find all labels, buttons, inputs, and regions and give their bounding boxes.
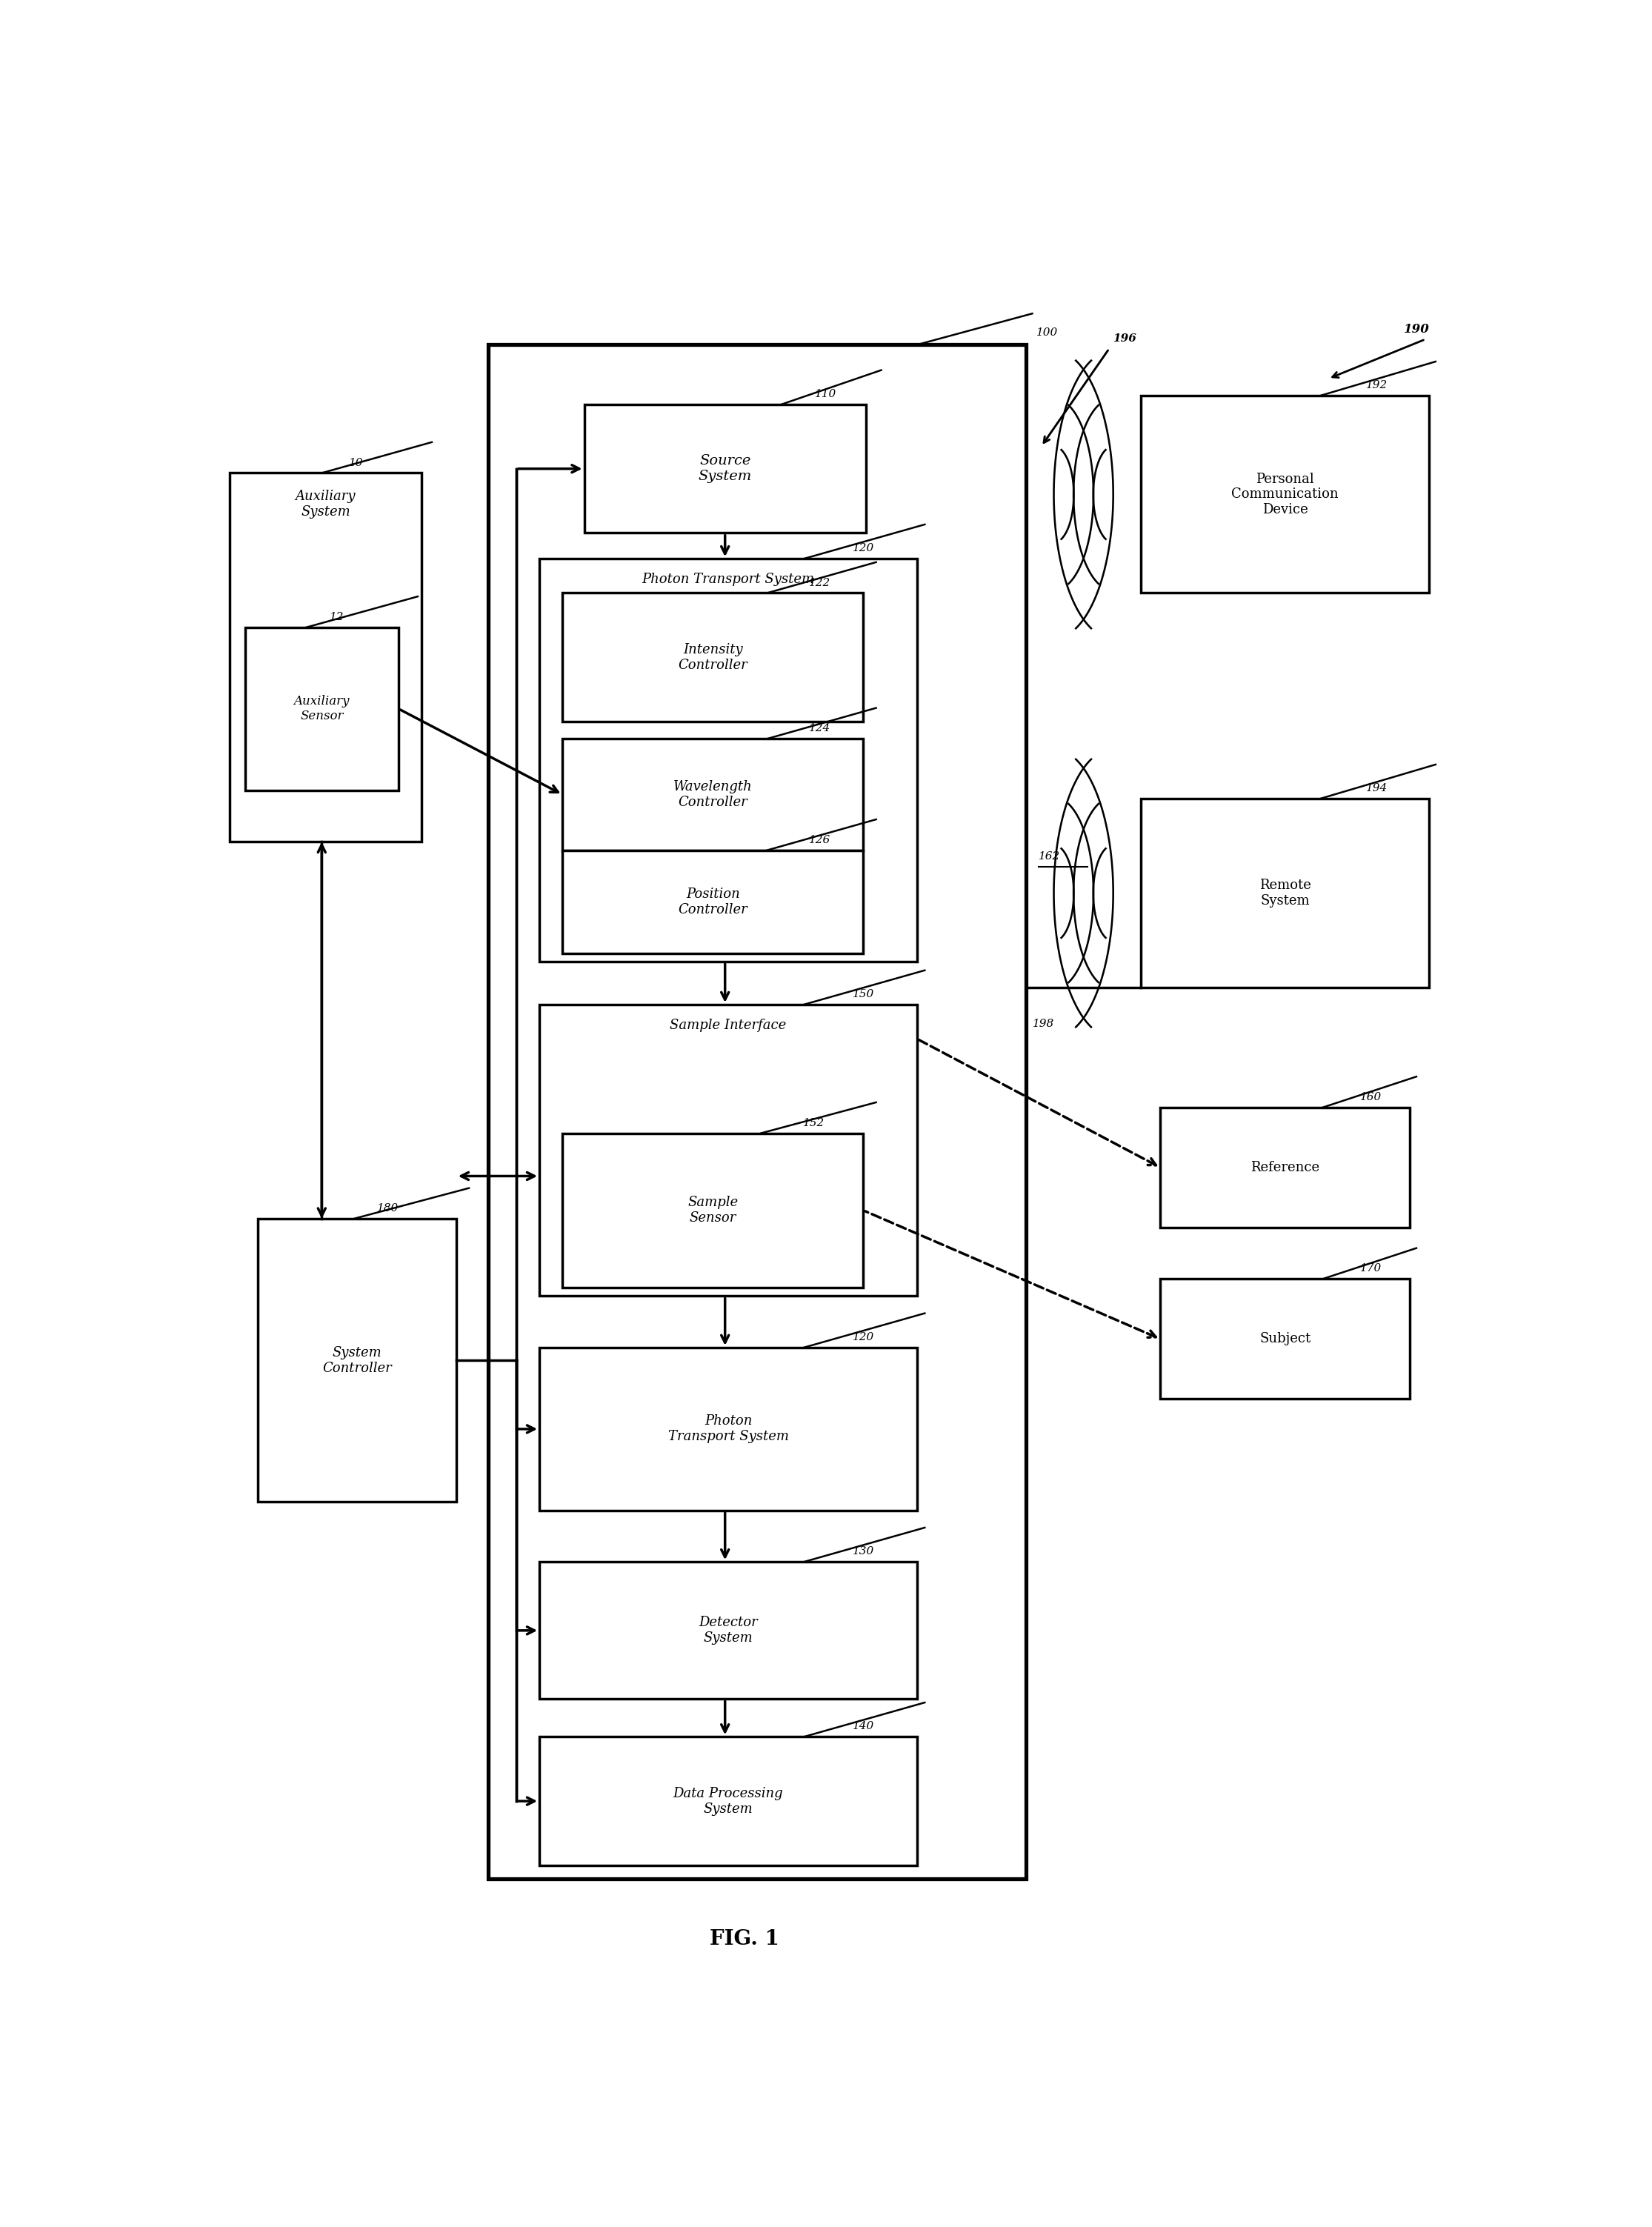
Text: 192: 192 (1366, 381, 1388, 390)
Text: 124: 124 (809, 724, 831, 733)
Text: 150: 150 (852, 989, 874, 1000)
FancyBboxPatch shape (562, 851, 864, 953)
Text: Sample
Sensor: Sample Sensor (687, 1196, 738, 1225)
Text: Remote
System: Remote System (1259, 880, 1312, 909)
Text: Auxiliary
System: Auxiliary System (296, 490, 355, 519)
Text: 140: 140 (852, 1721, 874, 1733)
Text: Subject: Subject (1259, 1332, 1310, 1345)
Text: Data Processing
System: Data Processing System (672, 1786, 783, 1815)
Text: 100: 100 (1036, 327, 1057, 339)
FancyBboxPatch shape (230, 472, 421, 842)
FancyBboxPatch shape (489, 345, 1026, 1880)
Text: 152: 152 (803, 1118, 824, 1129)
Text: 120: 120 (852, 543, 874, 555)
Text: 10: 10 (349, 457, 363, 468)
FancyBboxPatch shape (1160, 1107, 1409, 1227)
FancyBboxPatch shape (562, 592, 864, 722)
FancyBboxPatch shape (539, 1561, 917, 1699)
Text: Auxiliary
Sensor: Auxiliary Sensor (294, 695, 350, 722)
Text: Wavelength
Controller: Wavelength Controller (674, 779, 752, 808)
Text: FIG. 1: FIG. 1 (709, 1929, 780, 1949)
Text: 122: 122 (809, 577, 831, 588)
Text: Sample Interface: Sample Interface (671, 1018, 786, 1031)
Text: 190: 190 (1404, 323, 1429, 336)
FancyBboxPatch shape (562, 739, 864, 851)
Text: 162: 162 (1039, 851, 1061, 862)
Text: 196: 196 (1113, 334, 1137, 343)
FancyBboxPatch shape (539, 1004, 917, 1296)
Text: 180: 180 (377, 1203, 398, 1214)
Text: 12: 12 (329, 612, 344, 621)
FancyBboxPatch shape (244, 628, 398, 791)
Text: 194: 194 (1366, 784, 1388, 793)
Text: 120: 120 (852, 1332, 874, 1343)
Text: Detector
System: Detector System (699, 1617, 758, 1646)
Text: Position
Controller: Position Controller (677, 886, 748, 915)
FancyBboxPatch shape (539, 559, 917, 962)
FancyBboxPatch shape (539, 1737, 917, 1866)
FancyBboxPatch shape (562, 1134, 864, 1287)
Text: 170: 170 (1360, 1263, 1381, 1274)
FancyBboxPatch shape (539, 1347, 917, 1510)
FancyBboxPatch shape (1142, 799, 1429, 987)
Text: Reference: Reference (1251, 1160, 1320, 1174)
Text: 160: 160 (1360, 1091, 1381, 1102)
Text: 126: 126 (809, 835, 831, 844)
FancyBboxPatch shape (1160, 1278, 1409, 1399)
Text: Intensity
Controller: Intensity Controller (677, 644, 748, 673)
Text: Source
System: Source System (699, 454, 752, 483)
Text: System
Controller: System Controller (322, 1345, 392, 1374)
FancyBboxPatch shape (585, 405, 866, 532)
Text: 130: 130 (852, 1546, 874, 1557)
FancyBboxPatch shape (1142, 396, 1429, 592)
Text: Personal
Communication
Device: Personal Communication Device (1232, 472, 1338, 517)
Text: Photon
Transport System: Photon Transport System (667, 1414, 788, 1443)
Text: Photon Transport System: Photon Transport System (643, 572, 814, 586)
FancyBboxPatch shape (258, 1218, 456, 1501)
Text: 198: 198 (1032, 1018, 1054, 1029)
Text: 110: 110 (814, 390, 838, 399)
